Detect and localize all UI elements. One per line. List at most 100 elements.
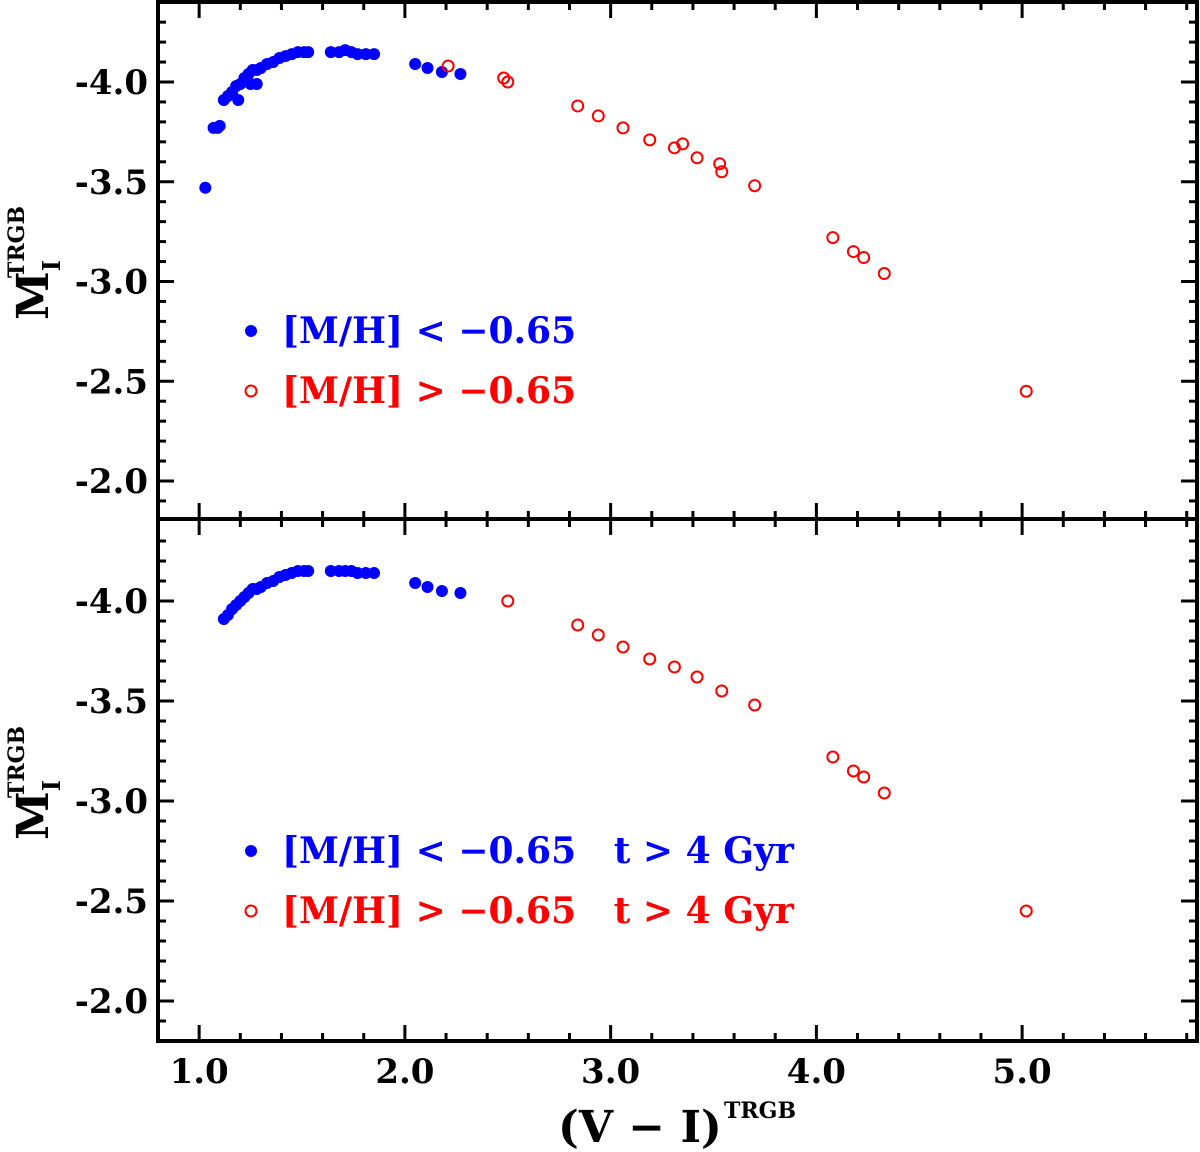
data-point-open — [501, 594, 515, 608]
y-tick-label: -3.5 — [75, 163, 148, 203]
data-point-open — [1019, 904, 1033, 918]
data-point-open — [616, 640, 630, 654]
bottom-panel-x-tick-labels: 1.0 2.0 3.0 4.0 5.0 — [170, 1052, 1052, 1092]
bottom-panel-ticks — [158, 519, 1197, 1041]
data-point-open — [846, 764, 860, 778]
data-point-open — [643, 652, 657, 666]
data-point-open — [748, 179, 762, 193]
top-legend-marker-open — [244, 384, 258, 398]
top-panel-frame — [156, 0, 1199, 521]
data-point-open — [571, 618, 585, 632]
data-point-open — [713, 157, 727, 171]
data-point-filled — [199, 181, 212, 194]
y-tick-label: -3.0 — [75, 263, 148, 303]
top-panel-ticks — [158, 2, 1197, 519]
data-point-filled — [359, 567, 372, 579]
y-tick-label: -4.0 — [75, 63, 148, 103]
data-point-open — [690, 670, 704, 684]
data-point-filled — [454, 68, 467, 81]
data-point-open — [676, 137, 690, 151]
data-point-filled — [368, 567, 381, 579]
bottom-panel-points — [217, 565, 1033, 918]
data-point-open — [857, 251, 871, 265]
data-point-filled — [421, 62, 434, 75]
data-point-open — [591, 628, 605, 642]
y-tick-label: -4.0 — [75, 582, 148, 622]
data-point-filled — [324, 565, 337, 577]
bottom-legend-marker-filled — [245, 845, 257, 857]
data-point-filled — [302, 46, 315, 59]
top-panel-y-tick-labels: -4.0 -3.5 -3.0 -2.5 -2.0 — [75, 63, 148, 502]
data-point-filled — [351, 48, 364, 61]
data-point-open — [616, 121, 630, 135]
top-legend-marker-filled — [245, 325, 257, 337]
bottom-y-label-sub: I — [37, 780, 66, 791]
data-point-open — [441, 59, 455, 73]
bottom-legend-marker-open — [244, 904, 258, 918]
data-point-filled — [435, 585, 448, 597]
bottom-panel-y-tick-labels: -4.0 -3.5 -3.0 -2.5 -2.0 — [75, 582, 148, 1022]
top-panel-y-axis-title-text: MI — [8, 260, 66, 320]
data-point-filled — [409, 58, 422, 71]
top-panel-points — [199, 44, 1033, 398]
y-tick-label: -3.5 — [75, 682, 148, 722]
top-y-label-main: M — [8, 271, 59, 320]
bottom-y-label-main: M — [8, 791, 59, 840]
x-tick-label: 4.0 — [787, 1052, 846, 1092]
bottom-panel-legend: [M/H] < −0.65 t > 4 Gyr [M/H] > −0.65 t … — [244, 830, 795, 932]
data-point-filled — [359, 48, 372, 61]
data-point-open — [826, 750, 840, 764]
data-point-filled — [324, 46, 337, 59]
y-tick-label: -2.5 — [75, 362, 148, 402]
top-panel-legend: [M/H] < −0.65 [M/H] > −0.65 — [244, 310, 576, 412]
data-point-filled — [421, 581, 434, 593]
y-tick-label: -2.0 — [75, 982, 148, 1022]
x-axis-title-sup: TRGB — [724, 1098, 796, 1124]
data-point-open — [715, 684, 729, 698]
bottom-y-label-sup: TRGB — [4, 726, 30, 798]
top-panel: -4.0 -3.5 -3.0 -2.5 -2.0 MI TRGB [M/H] < −0.… — [4, 0, 1199, 521]
data-point-filled — [250, 77, 263, 90]
data-point-filled — [226, 85, 239, 98]
x-axis-title-text: (V − I) — [558, 1102, 722, 1152]
data-point-filled — [435, 66, 448, 79]
top-y-label-sub: I — [37, 260, 66, 271]
data-point-open — [715, 165, 729, 179]
y-tick-label: -2.0 — [75, 462, 148, 502]
y-tick-label: -2.5 — [75, 882, 148, 922]
data-point-filled — [454, 587, 467, 599]
data-point-open — [643, 133, 657, 147]
data-point-filled — [368, 48, 381, 61]
x-tick-label: 2.0 — [375, 1052, 434, 1092]
data-point-open — [877, 786, 891, 800]
data-point-open — [591, 109, 605, 123]
bottom-panel-frame — [156, 517, 1199, 1043]
top-legend-label-red: [M/H] > −0.65 — [282, 370, 576, 412]
bottom-panel-y-axis-title-text: MI — [8, 780, 66, 840]
top-legend-label-blue: [M/H] < −0.65 — [282, 310, 576, 352]
data-point-open — [667, 660, 681, 674]
bottom-panel: -4.0 -3.5 -3.0 -2.5 -2.0 1.0 2.0 3.0 4.0 5.0 MI … — [4, 517, 1199, 1152]
data-point-filled — [302, 565, 315, 577]
data-point-open — [497, 71, 511, 85]
data-point-open — [826, 231, 840, 245]
x-tick-label: 1.0 — [170, 1052, 229, 1092]
data-point-filled — [351, 567, 364, 579]
data-point-open — [690, 151, 704, 165]
bottom-legend-label-blue: [M/H] < −0.65 t > 4 Gyr — [282, 830, 795, 872]
y-tick-label: -3.0 — [75, 782, 148, 822]
data-point-open — [1019, 384, 1033, 398]
x-tick-label: 3.0 — [581, 1052, 640, 1092]
bottom-panel-y-axis-title: MI TRGB — [4, 726, 66, 840]
data-point-filled — [213, 119, 226, 132]
data-point-open — [748, 698, 762, 712]
data-point-open — [571, 99, 585, 113]
data-point-open — [501, 75, 515, 89]
top-panel-y-axis-title: MI TRGB — [4, 206, 66, 320]
data-point-filled — [409, 577, 422, 589]
data-point-open — [846, 245, 860, 259]
data-point-open — [857, 770, 871, 784]
x-tick-label: 5.0 — [993, 1052, 1052, 1092]
bottom-legend-label-red: [M/H] > −0.65 t > 4 Gyr — [282, 890, 795, 932]
